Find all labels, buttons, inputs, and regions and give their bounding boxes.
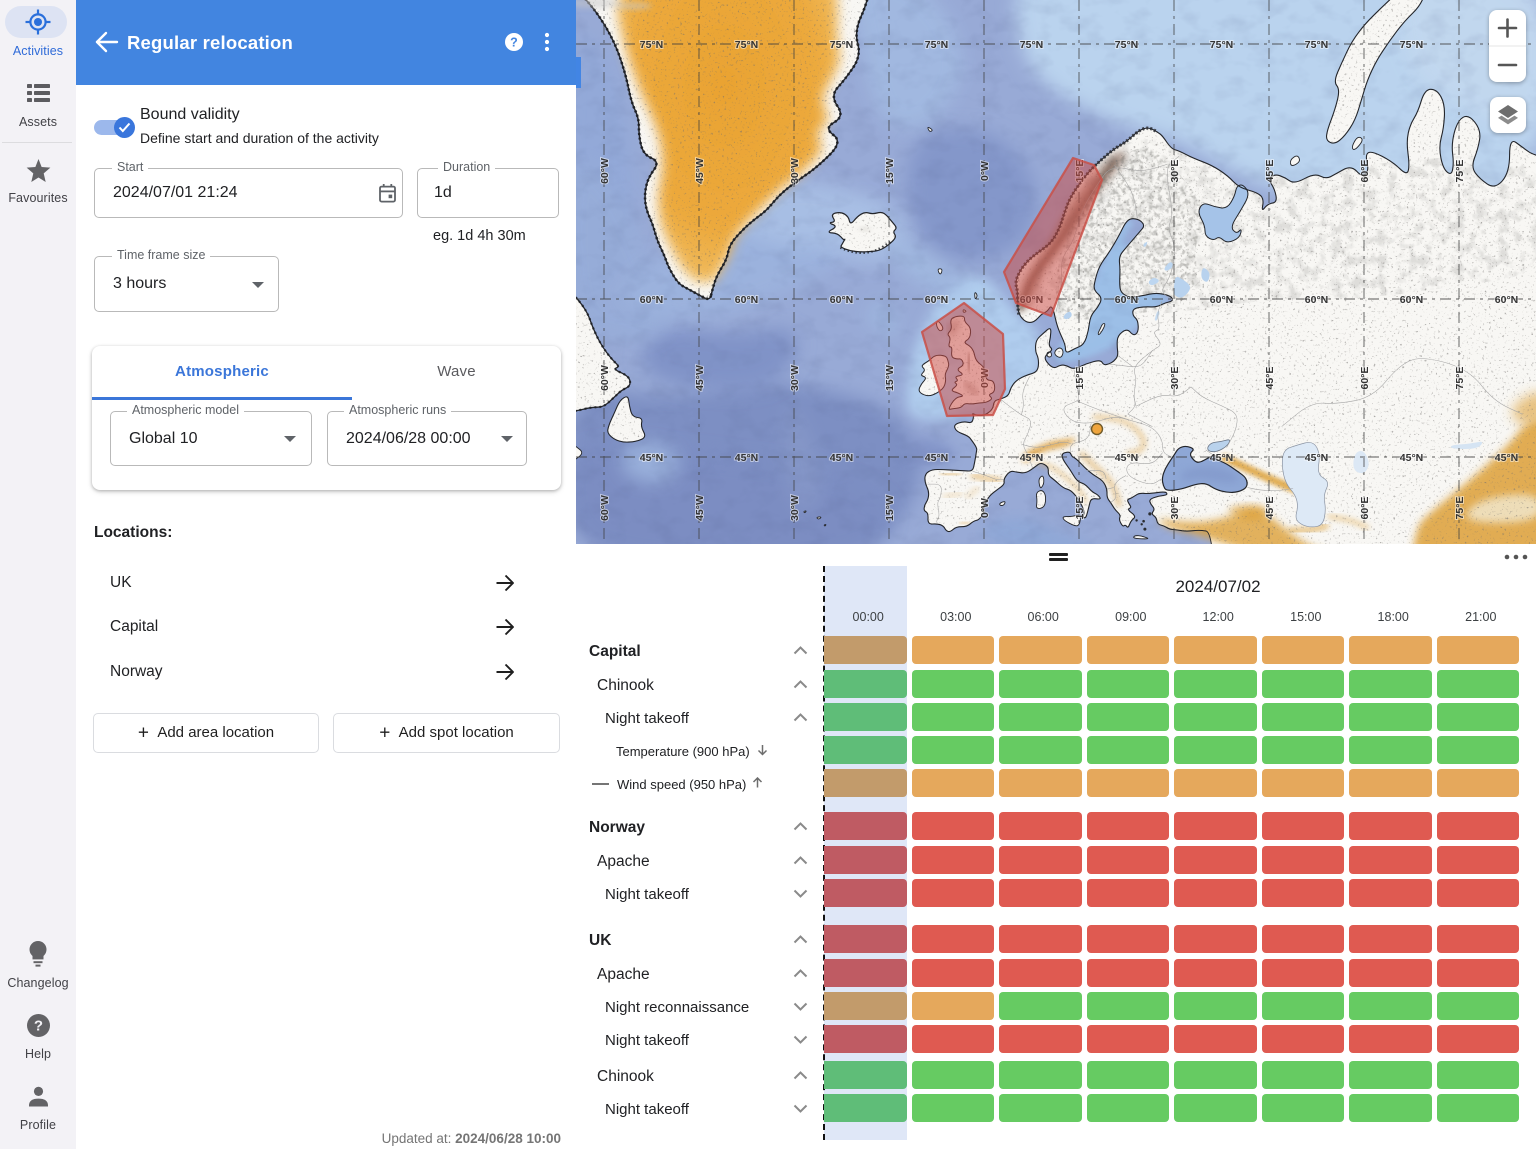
svg-text:30°W: 30°W (789, 158, 801, 184)
svg-text:15°W: 15°W (884, 158, 896, 184)
svg-text:45°N: 45°N (1400, 452, 1423, 464)
svg-text:75°N: 75°N (640, 39, 663, 51)
svg-text:15°E: 15°E (1074, 497, 1086, 520)
svg-text:30°E: 30°E (1169, 497, 1181, 520)
svg-text:45°W: 45°W (694, 158, 706, 184)
svg-text:60°N: 60°N (640, 294, 663, 306)
svg-text:45°E: 45°E (1264, 160, 1276, 183)
svg-text:15°W: 15°W (884, 365, 896, 391)
svg-text:?: ? (510, 36, 518, 50)
svg-text:75°N: 75°N (830, 39, 853, 51)
svg-text:45°N: 45°N (830, 452, 853, 464)
svg-text:60°N: 60°N (1400, 294, 1423, 306)
svg-text:45°N: 45°N (1020, 452, 1043, 464)
svg-text:30°W: 30°W (789, 495, 801, 521)
svg-text:45°N: 45°N (735, 452, 758, 464)
svg-text:15°W: 15°W (884, 495, 896, 521)
svg-text:45°N: 45°N (925, 452, 948, 464)
svg-text:15°E: 15°E (1074, 367, 1086, 390)
svg-text:45°E: 45°E (1264, 367, 1276, 390)
svg-text:60°N: 60°N (830, 294, 853, 306)
svg-text:30°W: 30°W (789, 365, 801, 391)
svg-text:60°N: 60°N (925, 294, 948, 306)
svg-text:0°W: 0°W (979, 161, 991, 181)
svg-text:75°N: 75°N (1400, 39, 1423, 51)
svg-text:60°N: 60°N (1210, 294, 1233, 306)
svg-text:75°N: 75°N (925, 39, 948, 51)
svg-text:60°N: 60°N (1115, 294, 1138, 306)
svg-text:30°E: 30°E (1169, 160, 1181, 183)
svg-text:45°N: 45°N (1115, 452, 1138, 464)
svg-text:45°W: 45°W (694, 365, 706, 391)
svg-text:60°E: 60°E (1359, 497, 1371, 520)
svg-text:0°W: 0°W (979, 498, 991, 518)
svg-text:75°E: 75°E (1454, 367, 1466, 390)
svg-text:60°N: 60°N (1495, 294, 1518, 306)
svg-text:30°E: 30°E (1169, 367, 1181, 390)
svg-text:60°W: 60°W (599, 158, 611, 184)
svg-text:45°W: 45°W (694, 495, 706, 521)
svg-text:60°W: 60°W (599, 365, 611, 391)
svg-text:60°E: 60°E (1359, 160, 1371, 183)
svg-text:45°N: 45°N (640, 452, 663, 464)
svg-text:75°N: 75°N (735, 39, 758, 51)
svg-text:75°E: 75°E (1454, 160, 1466, 183)
svg-text:75°N: 75°N (1115, 39, 1138, 51)
svg-text:60°N: 60°N (1305, 294, 1328, 306)
svg-text:60°E: 60°E (1359, 367, 1371, 390)
svg-text:45°N: 45°N (1495, 452, 1518, 464)
svg-text:75°N: 75°N (1020, 39, 1043, 51)
svg-text:45°N: 45°N (1210, 452, 1233, 464)
svg-text:75°N: 75°N (1210, 39, 1233, 51)
svg-text:45°E: 45°E (1264, 497, 1276, 520)
svg-text:75°N: 75°N (1305, 39, 1328, 51)
svg-text:75°E: 75°E (1454, 497, 1466, 520)
svg-text:45°N: 45°N (1305, 452, 1328, 464)
svg-text:60°N: 60°N (735, 294, 758, 306)
svg-text:?: ? (33, 1018, 42, 1035)
svg-text:60°W: 60°W (599, 495, 611, 521)
